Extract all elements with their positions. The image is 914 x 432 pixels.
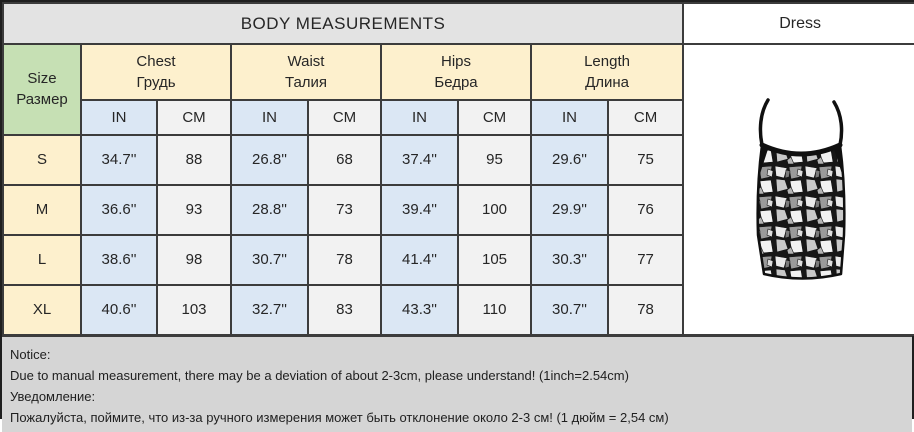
hips-in-header: IN <box>380 99 459 136</box>
group-header-hips: Hips Бедра <box>380 42 532 102</box>
table-row-s: S 34.7'' 88 26.8'' 68 37.4'' 95 29.6'' 7… <box>2 133 914 186</box>
product-name: Dress <box>682 2 914 45</box>
chest-in-value: 36.6'' <box>80 183 158 236</box>
waist-label-en: Waist <box>287 53 325 71</box>
hips-cm-value: 105 <box>457 233 532 286</box>
length-cm-header: CM <box>606 99 685 136</box>
waist-in-value: 28.8'' <box>230 183 309 236</box>
waist-cm-header: CM <box>307 99 382 136</box>
hips-in-value: 39.4'' <box>380 183 459 236</box>
table-row-xl: XL 40.6'' 103 32.7'' 83 43.3'' 110 30.7'… <box>2 283 914 337</box>
group-header-length: Length Длина <box>529 42 685 102</box>
length-cm-value: 78 <box>606 283 685 337</box>
hips-in-value: 41.4'' <box>380 233 459 286</box>
size-value: L <box>2 233 82 286</box>
notice-text-en: Due to manual measurement, there may be … <box>10 368 629 383</box>
length-label-en: Length <box>584 53 630 71</box>
waist-label-ru: Талия <box>284 74 328 92</box>
group-header-waist: Waist Талия <box>230 42 382 102</box>
chest-cm-value: 88 <box>156 133 232 186</box>
hips-cm-value: 95 <box>457 133 532 186</box>
chest-cm-header: CM <box>156 99 232 136</box>
notice-label-ru: Уведомление: <box>10 389 96 404</box>
hips-in-value: 37.4'' <box>380 133 459 186</box>
hips-cm-value: 110 <box>457 283 532 337</box>
waist-in-value: 30.7'' <box>230 233 309 286</box>
chest-label-en: Chest <box>136 53 176 71</box>
chest-in-value: 34.7'' <box>80 133 158 186</box>
measurements-table: BODY MEASUREMENTS Dress Size Размер Ches… <box>1 2 914 337</box>
hips-in-value: 43.3'' <box>380 283 459 337</box>
size-value: M <box>2 183 82 236</box>
length-cm-value: 77 <box>606 233 685 286</box>
waist-cm-value: 78 <box>307 233 382 286</box>
chest-in-value: 40.6'' <box>80 283 158 337</box>
length-cm-value: 76 <box>606 183 685 236</box>
length-cm-value: 75 <box>606 133 685 186</box>
chest-cm-value: 103 <box>156 283 232 337</box>
chest-in-value: 38.6'' <box>80 233 158 286</box>
dress-illustration-svg <box>756 98 846 280</box>
waist-cm-value: 73 <box>307 183 382 236</box>
hips-label-ru: Бедра <box>434 74 478 92</box>
waist-in-value: 26.8'' <box>230 133 309 186</box>
hips-label-en: Hips <box>440 53 471 71</box>
notice-label-en: Notice: <box>10 347 51 362</box>
notice-text-ru: Пожалуйста, поймите, что из-за ручного и… <box>10 410 669 425</box>
length-in-value: 29.9'' <box>530 183 609 236</box>
chest-cm-value: 93 <box>156 183 232 236</box>
group-header-chest: Chest Грудь <box>80 42 232 102</box>
size-value: XL <box>2 283 82 337</box>
table-row-m: M 36.6'' 93 28.8'' 73 39.4'' 100 29.9'' … <box>2 183 914 236</box>
length-label-ru: Длина <box>585 74 629 92</box>
waist-cm-value: 68 <box>307 133 382 186</box>
hips-cm-value: 100 <box>457 183 532 236</box>
length-in-value: 29.6'' <box>530 133 609 186</box>
notice-section: Notice: Due to manual measurement, there… <box>2 336 912 432</box>
waist-cm-value: 83 <box>307 283 382 337</box>
table-row-l: L 38.6'' 98 30.7'' 78 41.4'' 105 30.3'' … <box>2 233 914 286</box>
length-in-value: 30.3'' <box>530 233 609 286</box>
chest-label-ru: Грудь <box>136 74 176 92</box>
size-label-en: Size <box>27 69 57 87</box>
size-label-ru: Размер <box>16 91 68 109</box>
dress-image <box>682 43 914 336</box>
length-in-header: IN <box>530 99 609 136</box>
length-in-value: 30.7'' <box>530 283 609 337</box>
chest-cm-value: 98 <box>156 233 232 286</box>
chest-in-header: IN <box>80 99 158 136</box>
waist-in-value: 32.7'' <box>230 283 309 337</box>
size-value: S <box>2 133 82 186</box>
table-title: BODY MEASUREMENTS <box>1 2 685 45</box>
hips-cm-header: CM <box>457 99 532 136</box>
waist-in-header: IN <box>230 99 309 136</box>
size-column-header: Size Размер <box>2 43 82 136</box>
